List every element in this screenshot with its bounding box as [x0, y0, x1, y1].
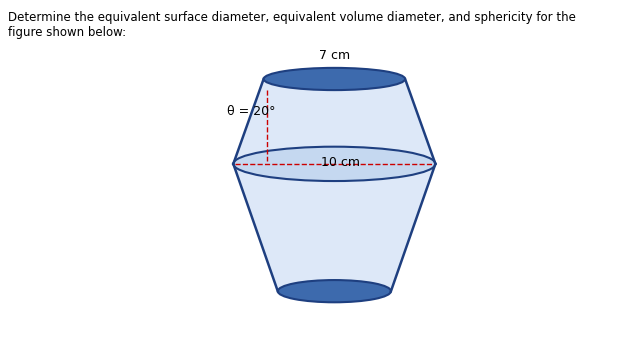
Text: 10 cm: 10 cm — [321, 156, 360, 169]
Text: θ = 20°: θ = 20° — [227, 105, 276, 118]
Polygon shape — [233, 164, 435, 291]
Ellipse shape — [278, 280, 391, 302]
Ellipse shape — [264, 68, 405, 90]
Polygon shape — [233, 79, 435, 164]
Text: 7 cm: 7 cm — [319, 49, 350, 62]
Ellipse shape — [233, 147, 435, 181]
Text: Determine the equivalent surface diameter, equivalent volume diameter, and spher: Determine the equivalent surface diamete… — [8, 11, 575, 38]
